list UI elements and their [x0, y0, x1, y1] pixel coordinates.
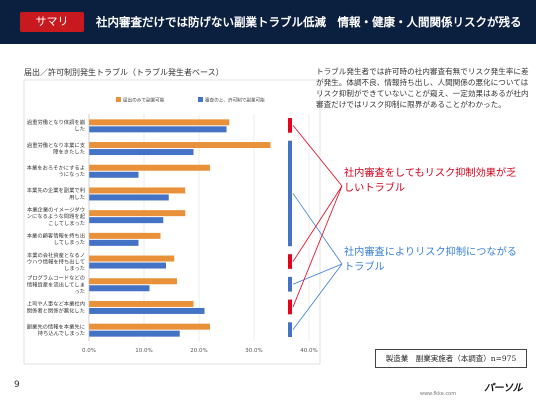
bar-blue	[89, 307, 205, 314]
bar-orange	[89, 164, 210, 171]
page-title: 社内審査だけでは防げない副業トラブル低減 情報・健康・人間関係リスクが残る	[96, 15, 522, 29]
bar-orange	[89, 142, 271, 149]
bar-orange	[89, 119, 230, 126]
bar-blue	[89, 330, 180, 337]
bar-blue	[89, 171, 139, 178]
header-bar	[0, 0, 536, 44]
connector-line	[292, 185, 343, 262]
blue-marker	[288, 276, 292, 292]
bar-orange	[89, 232, 161, 239]
category-label: 過重労働となり本業に支障をきたした	[27, 141, 86, 156]
annotation-red: 社内審査をしてもリスク抑制効果が乏しいトラブル	[344, 168, 517, 194]
x-tick-label: 0.0%	[82, 348, 96, 354]
bar-blue	[89, 285, 150, 292]
annotation-blue: 社内審査によりリスク抑制につながるトラブル	[344, 247, 517, 273]
bar-blue	[89, 262, 166, 269]
blue-marker	[288, 140, 292, 247]
category-label: 副業先の情報を本業先に持ち込んでしまった	[27, 322, 85, 337]
red-marker	[288, 254, 292, 269]
connector-line	[292, 193, 343, 265]
red-marker	[288, 299, 292, 315]
category-label: 本業企業のイメージダウンになるような問題を起こしてしまった	[27, 206, 86, 227]
category-label: 本業の会社資産となるノウハウ情報を持ち出してしまった	[27, 251, 85, 272]
bar-orange	[89, 210, 186, 217]
category-label: 過重労働となり体調を崩した	[27, 118, 85, 133]
description-text: トラブル発生者では許可時の社内審査有無でリスク発生率に差が発生。体調不良、情報持…	[316, 67, 529, 109]
category-label: 本業の顧客情報を持ち出してしまった	[27, 232, 85, 247]
connector-line	[292, 185, 343, 308]
page-number: 9	[14, 380, 20, 390]
connector-line	[292, 263, 343, 285]
blue-marker	[288, 322, 292, 337]
bar-blue	[89, 126, 227, 133]
bar-blue	[89, 149, 194, 156]
bar-orange	[89, 323, 210, 330]
bar-orange	[89, 300, 194, 307]
x-tick-label: 30.0%	[245, 348, 262, 354]
footer-logo: パーソル	[484, 383, 523, 394]
category-label: プログラムコードなどの情報資産を流出してしまった	[27, 274, 85, 295]
legend-label: 審査の上、許可制で副業可能	[205, 97, 265, 104]
bar-orange	[89, 187, 186, 194]
red-marker	[288, 118, 292, 133]
x-tick-label: 20.0%	[190, 348, 207, 354]
chart-title: 届出／許可制別発生トラブル（トラブル発生者ベース）	[24, 68, 224, 77]
x-tick-label: 40.0%	[300, 348, 317, 354]
footer-url: www.fkke.com	[420, 391, 457, 397]
bar-blue	[89, 239, 139, 246]
legend-swatch	[198, 97, 203, 102]
category-label: 本業先の企業を副業で利用した	[27, 186, 85, 201]
chart-frame	[23, 79, 321, 365]
bar-blue	[89, 217, 164, 224]
bar-orange	[89, 278, 177, 285]
connector-line	[292, 125, 343, 187]
sample-size-box: 製造業 副業実施者（本調査）n=975	[375, 349, 527, 368]
legend-label: 届出のみで副業可能	[123, 97, 165, 104]
summary-badge: サマリ	[20, 12, 84, 32]
x-tick-label: 10.0%	[135, 348, 152, 354]
bar-blue	[89, 194, 169, 201]
legend-swatch	[116, 97, 121, 102]
connector-line	[292, 263, 343, 330]
bar-orange	[89, 255, 175, 262]
category-label: 上司や人事など本業社内関係者と関係が悪化した	[27, 300, 85, 315]
category-label: 本業をおろそかにするようになった	[27, 163, 85, 178]
